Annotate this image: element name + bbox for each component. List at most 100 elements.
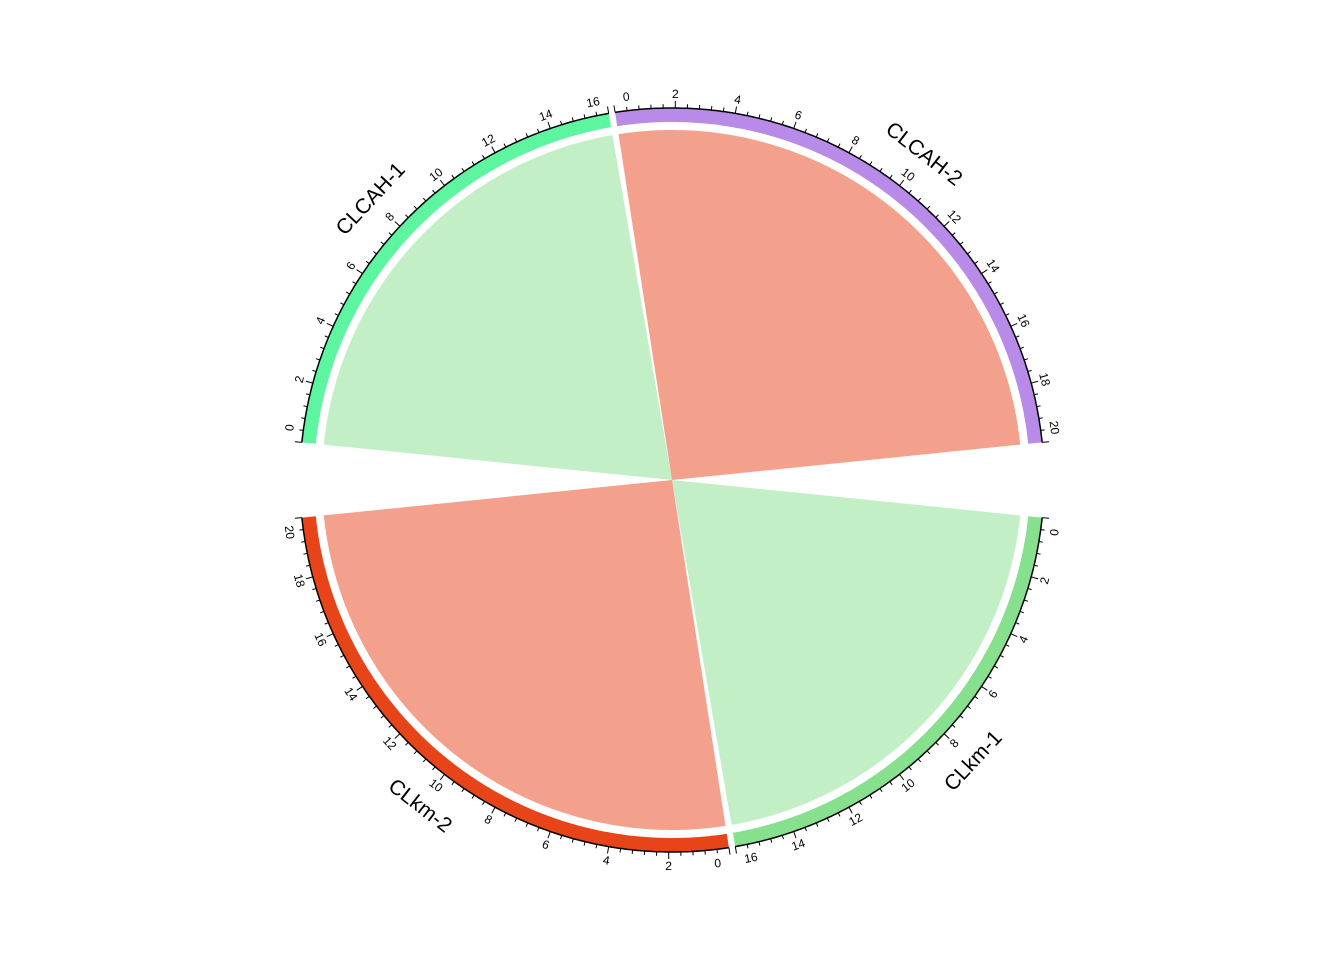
major-tick	[326, 322, 334, 327]
tick-label: 16	[311, 630, 329, 648]
minor-tick	[583, 841, 586, 846]
sector-track-CLkm-1[interactable]	[732, 516, 1043, 847]
axis-line-CLCAH-2	[614, 107, 1043, 443]
minor-tick	[320, 610, 325, 614]
link-CLCAH-2-to-CLkm-2	[323, 130, 1021, 830]
minor-tick	[1033, 393, 1039, 396]
sector-label-CLCAH-2: CLCAH-2	[881, 117, 966, 190]
minor-tick	[781, 120, 784, 125]
minor-tick	[334, 644, 339, 647]
minor-tick	[461, 788, 465, 793]
minor-tick	[305, 393, 311, 396]
minor-tick	[746, 844, 749, 849]
minor-tick	[859, 154, 862, 159]
minor-tick	[999, 654, 1004, 658]
major-tick	[1010, 633, 1018, 638]
tracks-layer	[301, 108, 1043, 852]
tick-label: 6	[540, 837, 551, 853]
minor-tick	[993, 665, 998, 669]
minor-tick	[595, 111, 598, 116]
minor-tick	[935, 214, 939, 218]
minor-tick	[471, 161, 475, 166]
minor-tick	[1019, 346, 1024, 350]
minor-tick	[804, 128, 807, 133]
major-tick	[326, 633, 334, 638]
minor-tick	[514, 817, 518, 822]
minor-tick	[346, 665, 351, 669]
tick-label: 0	[282, 423, 297, 432]
major-tick	[1042, 441, 1050, 443]
minor-tick	[917, 197, 922, 202]
minor-tick	[380, 715, 385, 719]
minor-tick	[908, 766, 912, 771]
minor-tick	[315, 358, 321, 361]
minor-tick	[324, 622, 329, 625]
minor-tick	[299, 529, 304, 531]
minor-tick	[908, 189, 912, 194]
tick-label: 20	[1047, 420, 1063, 435]
minor-tick	[869, 161, 873, 166]
minor-tick	[722, 107, 725, 112]
minor-tick	[974, 260, 979, 265]
minor-tick	[987, 281, 992, 285]
minor-tick	[826, 138, 830, 143]
minor-tick	[879, 167, 883, 172]
major-tick	[439, 179, 445, 186]
minor-tick	[1040, 429, 1045, 431]
major-tick	[848, 146, 853, 154]
major-tick	[1031, 380, 1039, 384]
major-tick	[899, 179, 905, 186]
minor-tick	[334, 313, 339, 316]
minor-tick	[959, 241, 964, 245]
minor-tick	[346, 291, 351, 295]
minor-tick	[815, 822, 819, 827]
major-tick	[294, 517, 302, 519]
major-tick	[394, 733, 401, 739]
tick-label: 2	[665, 859, 672, 873]
minor-tick	[451, 781, 455, 786]
minor-tick	[1015, 622, 1020, 625]
major-tick	[793, 121, 797, 129]
minor-tick	[413, 750, 418, 755]
major-tick	[943, 221, 950, 227]
tick-label: 6	[793, 108, 804, 124]
sector-track-CLCAH-1[interactable]	[301, 113, 612, 444]
tick-label: 2	[672, 87, 679, 101]
minor-tick	[432, 766, 436, 771]
major-tick	[606, 846, 610, 854]
major-tick	[305, 380, 313, 384]
minor-tick	[461, 167, 465, 172]
minor-tick	[1033, 564, 1039, 567]
minor-tick	[305, 564, 311, 567]
minor-tick	[482, 154, 485, 159]
tick-label: 8	[849, 133, 862, 149]
minor-tick	[560, 835, 563, 840]
minor-tick	[837, 812, 841, 817]
minor-tick	[758, 841, 761, 846]
minor-tick	[373, 251, 377, 255]
tick-label: 20	[282, 525, 298, 540]
tick-label: 0	[1047, 528, 1062, 537]
major-tick	[899, 774, 905, 781]
minor-tick	[303, 552, 308, 555]
minor-tick	[619, 848, 622, 853]
minor-tick	[312, 369, 317, 372]
minor-tick	[746, 111, 749, 116]
minor-tick	[879, 788, 883, 793]
minor-tick	[1040, 529, 1045, 531]
minor-tick	[380, 241, 385, 245]
minor-tick	[365, 695, 370, 700]
minor-tick	[926, 750, 931, 755]
minor-tick	[299, 429, 304, 431]
minor-tick	[967, 251, 971, 255]
minor-tick	[320, 346, 325, 350]
minor-tick	[837, 143, 841, 148]
minor-tick	[525, 133, 529, 138]
minor-tick	[340, 302, 345, 306]
minor-tick	[503, 812, 507, 817]
tick-label: 4	[602, 853, 611, 868]
major-tick	[1031, 576, 1039, 580]
minor-tick	[1038, 417, 1043, 419]
